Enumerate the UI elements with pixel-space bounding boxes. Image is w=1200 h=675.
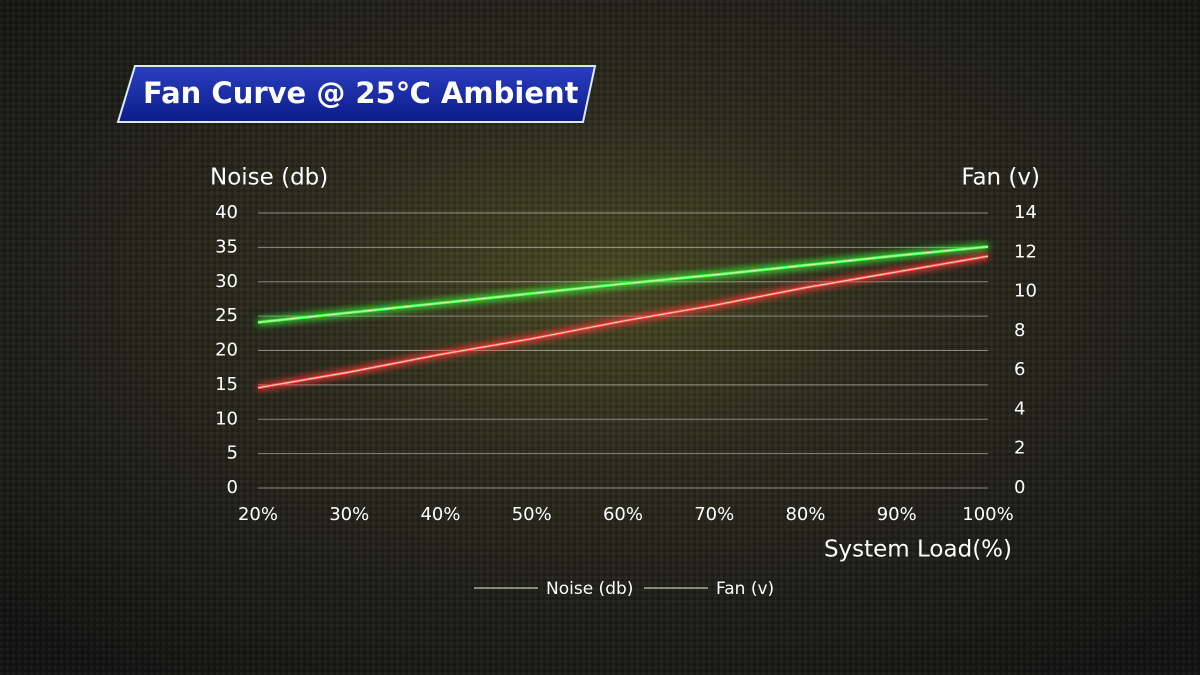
- y-tick-label: 35: [215, 236, 238, 257]
- x-tick-label: 90%: [877, 504, 917, 525]
- y2-tick-label: 14: [1014, 202, 1037, 223]
- y2-tick-label: 12: [1014, 241, 1037, 262]
- y-axis-title: Noise (db): [210, 165, 328, 191]
- y2-tick-label: 8: [1014, 320, 1025, 341]
- y-tick-label: 25: [215, 305, 238, 326]
- tick-labels: 0 5 10 15 20 25 30 35 40 0 2 4 6 8 10 12 14 20% 30% 40% 50% 6…: [215, 202, 1037, 525]
- x-tick-label: 20%: [238, 504, 278, 525]
- y2-tick-label: 0: [1014, 477, 1025, 498]
- y2-tick-label: 6: [1014, 359, 1025, 380]
- x-tick-label: 30%: [329, 504, 369, 525]
- legend-label: Noise (db): [546, 579, 633, 599]
- y-tick-label: 15: [215, 374, 238, 395]
- plot-lines: [257, 245, 989, 390]
- y-tick-label: 10: [215, 408, 238, 429]
- data-line-core: [257, 246, 989, 323]
- data-line-core: [257, 255, 989, 389]
- legend-label: Fan (v): [716, 579, 774, 599]
- y2-axis-title: Fan (v): [961, 165, 1040, 191]
- title-banner: [116, 65, 597, 123]
- grid: [258, 212, 988, 489]
- x-tick-label: 70%: [694, 504, 734, 525]
- x-tick-label: 60%: [603, 504, 643, 525]
- x-axis-title: System Load(%): [824, 537, 1012, 563]
- y-tick-label: 40: [215, 202, 238, 223]
- chart-title: Fan Curve @ 25℃ Ambient: [143, 76, 579, 110]
- y2-tick-label: 10: [1014, 281, 1037, 302]
- y2-tick-label: 2: [1014, 438, 1025, 459]
- y-tick-label: 20: [215, 340, 238, 361]
- y2-tick-label: 4: [1014, 398, 1025, 419]
- y-tick-label: 5: [227, 443, 238, 464]
- legend: Noise (db) Fan (v): [474, 579, 774, 599]
- x-tick-label: 40%: [420, 504, 460, 525]
- y-tick-label: 0: [227, 477, 238, 498]
- x-tick-label: 100%: [962, 504, 1013, 525]
- x-tick-label: 50%: [512, 504, 552, 525]
- y-tick-label: 30: [215, 271, 238, 292]
- x-tick-label: 80%: [785, 504, 825, 525]
